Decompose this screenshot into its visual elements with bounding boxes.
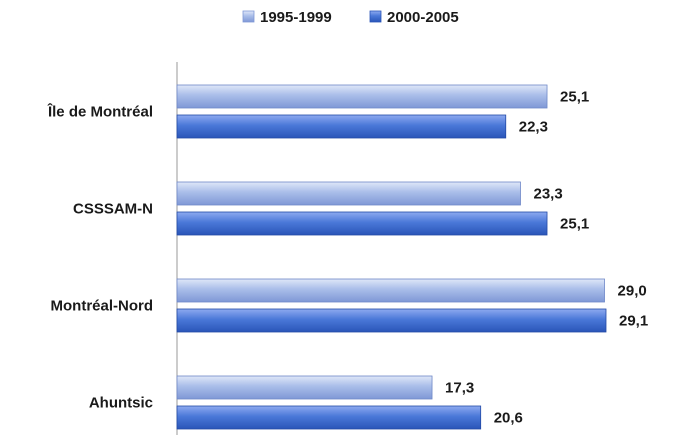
category-label-montreal-nord: Montréal-Nord (51, 298, 154, 315)
value-labels: 25,1 22,3 23,3 25,1 29,0 29,1 17,3 20,6 (445, 89, 648, 427)
legend-label-2000-2005: 2000-2005 (387, 9, 459, 26)
legend: 1995-1999 2000-2005 (242, 9, 459, 26)
bar-ile-de-montreal-1995-1999 (176, 84, 548, 109)
value-label-csssam-n-1995-1999: 23,3 (533, 186, 562, 203)
bar-csssam-n-2000-2005 (176, 211, 548, 236)
value-label-ahuntsic-1995-1999: 17,3 (445, 380, 474, 397)
legend-swatch-2000-2005 (369, 10, 382, 23)
value-label-montreal-nord-1995-1999: 29,0 (618, 283, 647, 300)
value-label-ile-de-montreal-2000-2005: 22,3 (519, 119, 548, 136)
category-label-ahuntsic: Ahuntsic (89, 395, 153, 412)
bar-ile-de-montreal-2000-2005 (176, 114, 507, 139)
legend-label-1995-1999: 1995-1999 (260, 9, 332, 26)
bars (176, 84, 607, 430)
bar-ahuntsic-2000-2005 (176, 405, 482, 430)
value-label-montreal-nord-2000-2005: 29,1 (619, 313, 648, 330)
category-labels: Île de Montréal CSSSAM-N Montréal-Nord Ahun… (47, 103, 153, 412)
bar-ahuntsic-1995-1999 (176, 375, 433, 400)
bar-montreal-nord-1995-1999 (176, 278, 605, 303)
value-label-csssam-n-2000-2005: 25,1 (560, 216, 589, 233)
bar-csssam-n-1995-1999 (176, 181, 521, 206)
category-label-csssam-n: CSSSAM-N (73, 201, 153, 218)
category-label-ile-de-montreal: Île de Montréal (47, 103, 153, 121)
bar-montreal-nord-2000-2005 (176, 308, 607, 333)
legend-swatch-1995-1999 (242, 10, 255, 23)
value-label-ahuntsic-2000-2005: 20,6 (494, 410, 523, 427)
value-label-ile-de-montreal-1995-1999: 25,1 (560, 89, 589, 106)
